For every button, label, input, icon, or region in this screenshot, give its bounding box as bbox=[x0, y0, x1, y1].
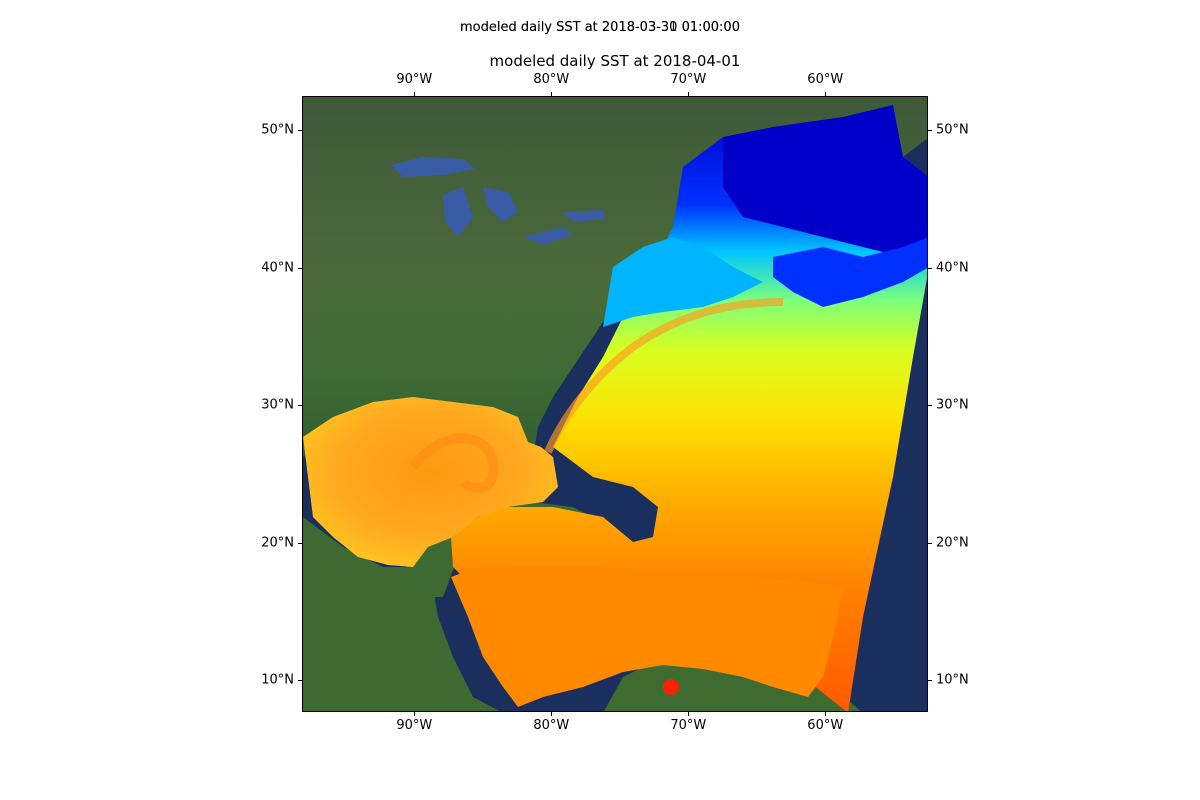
lat-tick-mark bbox=[928, 130, 932, 132]
lon-tick-label-top: 70°W bbox=[670, 72, 707, 87]
lat-tick-mark bbox=[928, 405, 932, 407]
lon-tick-label-top: 80°W bbox=[533, 72, 570, 87]
lat-tick-label-left: 40°N bbox=[261, 260, 294, 276]
lon-tick-label-top: 60°W bbox=[807, 72, 844, 87]
lat-tick-mark bbox=[298, 267, 302, 269]
lon-tick-mark bbox=[551, 712, 553, 716]
lon-tick-label-bottom: 60°W bbox=[807, 718, 844, 733]
lat-tick-mark bbox=[928, 680, 932, 682]
lat-tick-label-left: 20°N bbox=[261, 535, 294, 551]
lon-tick-mark bbox=[551, 92, 553, 96]
lat-tick-label-right: 20°N bbox=[936, 535, 969, 551]
figure-suptitle: modeled daily SST at 2018-03-30 01:00:00… bbox=[0, 20, 1200, 35]
caribbean-sst bbox=[451, 567, 843, 707]
great-lakes bbox=[391, 157, 605, 245]
lat-tick-mark bbox=[298, 405, 302, 407]
axes-title: modeled daily SST at 2018-04-01 bbox=[489, 52, 741, 70]
lat-tick-mark bbox=[928, 542, 932, 544]
loop-current bbox=[409, 433, 499, 493]
lat-tick-mark bbox=[298, 542, 302, 544]
lon-tick-label-bottom: 90°W bbox=[396, 718, 433, 733]
lat-tick-mark bbox=[298, 680, 302, 682]
lat-tick-mark bbox=[298, 130, 302, 132]
lon-tick-mark bbox=[414, 92, 416, 96]
gulf-of-mexico-sst bbox=[303, 397, 558, 567]
map-panel bbox=[302, 96, 928, 712]
lon-tick-label-top: 90°W bbox=[396, 72, 433, 87]
lat-tick-label-right: 30°N bbox=[936, 397, 969, 413]
suptitle-overlap: modeled daily SST at 2018-03-31 01:00:00 bbox=[460, 20, 740, 35]
lat-tick-mark bbox=[928, 267, 932, 269]
lon-tick-label-bottom: 80°W bbox=[533, 718, 570, 733]
lon-tick-mark bbox=[688, 92, 690, 96]
lon-tick-mark bbox=[825, 92, 827, 96]
lat-tick-label-left: 30°N bbox=[261, 397, 294, 413]
lat-tick-label-left: 10°N bbox=[261, 672, 294, 688]
lon-tick-mark bbox=[825, 712, 827, 716]
lon-tick-label-bottom: 70°W bbox=[670, 718, 707, 733]
lat-tick-label-right: 10°N bbox=[936, 672, 969, 688]
central-america-land bbox=[303, 517, 500, 711]
lat-tick-label-right: 40°N bbox=[936, 260, 969, 276]
lon-tick-mark bbox=[688, 712, 690, 716]
cold-sst-region bbox=[603, 105, 927, 327]
sst-map bbox=[303, 97, 927, 711]
lon-tick-mark bbox=[414, 712, 416, 716]
lat-tick-label-left: 50°N bbox=[261, 122, 294, 138]
lat-tick-label-right: 50°N bbox=[936, 122, 969, 138]
south-america-land bbox=[604, 652, 861, 711]
gulf-stream bbox=[544, 298, 784, 454]
suptitle-primary: modeled daily SST at 2018-03-30 01:00:00 bbox=[460, 20, 740, 35]
warm-spot bbox=[663, 679, 679, 695]
